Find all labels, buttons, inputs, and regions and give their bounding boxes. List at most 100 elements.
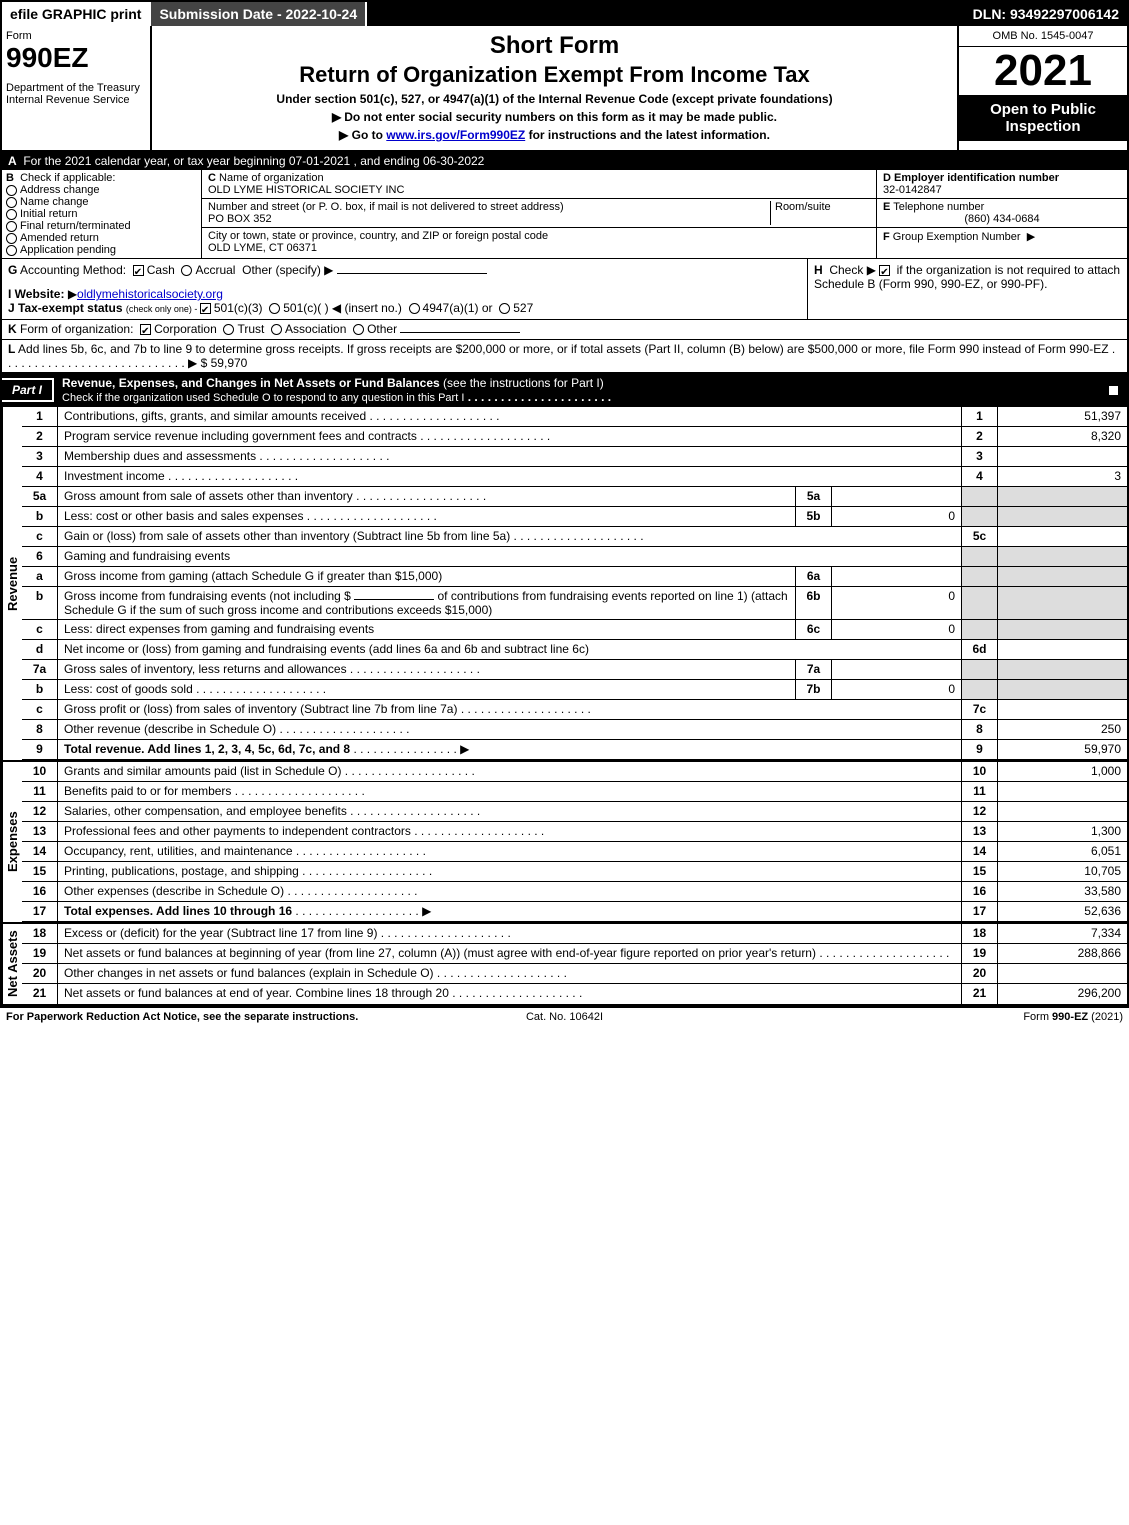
part-1-title-text: Revenue, Expenses, and Changes in Net As… (62, 376, 440, 390)
e-label: Telephone number (893, 201, 984, 213)
line-9-desc: Total revenue. Add lines 1, 2, 3, 4, 5c,… (58, 740, 961, 759)
phone-value: (860) 434-0684 (883, 213, 1121, 225)
k-label: Form of organization: (20, 322, 133, 336)
line-8-ref: 8 (961, 720, 997, 739)
line-17-val: 52,636 (997, 902, 1127, 921)
line-6a-desc: Gross income from gaming (attach Schedul… (58, 567, 795, 586)
line-13-ref: 13 (961, 822, 997, 841)
irs-link[interactable]: www.irs.gov/Form990EZ (386, 128, 525, 142)
line-13-val: 1,300 (997, 822, 1127, 841)
opt-accrual: Accrual (195, 263, 235, 277)
cbx-527[interactable] (499, 303, 510, 314)
opt-address-change: Address change (20, 184, 100, 196)
line-18-ref: 18 (961, 924, 997, 943)
line-2-val: 8,320 (997, 427, 1127, 446)
cbx-501c3[interactable] (200, 303, 211, 314)
line-6-desc: Gaming and fundraising events (58, 547, 961, 566)
gh-left: G Accounting Method: Cash Accrual Other … (2, 259, 807, 319)
f-label: Group Exemption Number (893, 231, 1021, 243)
line-8-val: 250 (997, 720, 1127, 739)
line-17-text: Total expenses. Add lines 10 through 16 (64, 904, 292, 918)
line-20-ref: 20 (961, 964, 997, 983)
line-17-ref: 17 (961, 902, 997, 921)
cbx-final-return[interactable] (6, 221, 17, 232)
cbx-accrual[interactable] (181, 265, 192, 276)
subtitle-3: Go to www.irs.gov/Form990EZ for instruct… (156, 128, 953, 142)
line-6c-ref: 6c (795, 620, 831, 639)
website-link[interactable]: oldlymehistoricalsociety.org (77, 287, 223, 301)
i-label: Website: (15, 287, 65, 301)
cbx-association[interactable] (271, 324, 282, 335)
line-21-ref: 21 (961, 984, 997, 1004)
cbx-name-change[interactable] (6, 197, 17, 208)
opt-name-change: Name change (20, 196, 89, 208)
line-12-desc: Salaries, other compensation, and employ… (58, 802, 961, 821)
section-c: C Name of organizationOLD LYME HISTORICA… (202, 170, 877, 258)
opt-corporation: Corporation (154, 322, 217, 336)
revenue-section: Revenue 1Contributions, gifts, grants, a… (2, 407, 1127, 760)
arrow-icon (324, 263, 333, 277)
line-11-desc: Benefits paid to or for members (58, 782, 961, 801)
org-city: OLD LYME, CT 06371 (208, 242, 317, 254)
footer-left: For Paperwork Reduction Act Notice, see … (6, 1011, 378, 1023)
cbx-amended-return[interactable] (6, 233, 17, 244)
opt-amended-return: Amended return (20, 232, 99, 244)
cbx-initial-return[interactable] (6, 209, 17, 220)
sub3-post: for instructions and the latest informat… (529, 128, 770, 142)
arrow-icon (867, 263, 876, 277)
cbx-4947[interactable] (409, 303, 420, 314)
line-7b-val: 0 (831, 680, 961, 699)
cbx-application-pending[interactable] (6, 245, 17, 256)
line-5c-ref: 5c (961, 527, 997, 546)
line-20-val (997, 964, 1127, 983)
line-18-desc: Excess or (deficit) for the year (Subtra… (58, 924, 961, 943)
line-1-val: 51,397 (997, 407, 1127, 426)
section-def: D Employer identification number32-01428… (877, 170, 1127, 258)
line-7b-ref: 7b (795, 680, 831, 699)
line-7a-val (831, 660, 961, 679)
room-label: Room/suite (770, 201, 870, 225)
line-15-val: 10,705 (997, 862, 1127, 881)
opt-527: 527 (513, 301, 533, 315)
arrow-icon (188, 356, 197, 370)
part-1-tag: Part I (2, 378, 54, 402)
block-bcdef: B Check if applicable: Address change Na… (2, 170, 1127, 258)
opt-501c: 501(c)( ) (283, 301, 328, 315)
cbx-trust[interactable] (223, 324, 234, 335)
cbx-other-org[interactable] (353, 324, 364, 335)
line-20-desc: Other changes in net assets or fund bala… (58, 964, 961, 983)
line-1-ref: 1 (961, 407, 997, 426)
line-19-desc: Net assets or fund balances at beginning… (58, 944, 961, 963)
opt-501c3: 501(c)(3) (214, 301, 263, 315)
addr-label: Number and street (or P. O. box, if mail… (208, 201, 564, 213)
line-k: K Form of organization: Corporation Trus… (2, 320, 1127, 340)
line-6d-val (997, 640, 1127, 659)
part-1-header: Part I Revenue, Expenses, and Changes in… (2, 373, 1127, 407)
j-sub: (check only one) - (126, 304, 200, 314)
efile-label[interactable]: efile GRAPHIC print (2, 2, 151, 26)
title-return: Return of Organization Exempt From Incom… (156, 62, 953, 88)
cbx-address-change[interactable] (6, 185, 17, 196)
line-17-desc: Total expenses. Add lines 10 through 16 … (58, 902, 961, 921)
line-5a-ref: 5a (795, 487, 831, 506)
opt-final-return: Final return/terminated (20, 220, 131, 232)
cbx-501c[interactable] (269, 303, 280, 314)
line-16-desc: Other expenses (describe in Schedule O) (58, 882, 961, 901)
cbx-part1-o[interactable] (1108, 385, 1119, 396)
line-11-ref: 11 (961, 782, 997, 801)
cbx-cash[interactable] (133, 265, 144, 276)
city-label: City or town, state or province, country… (208, 230, 548, 242)
subtitle-2: Do not enter social security numbers on … (156, 110, 953, 124)
part-1-check: Check if the organization used Schedule … (62, 392, 464, 404)
line-12-ref: 12 (961, 802, 997, 821)
cbx-corporation[interactable] (140, 324, 151, 335)
line-6d-ref: 6d (961, 640, 997, 659)
omb-number: OMB No. 1545-0047 (959, 26, 1127, 47)
header-left: Form 990EZ Department of the Treasury In… (2, 26, 152, 150)
g-label: Accounting Method: (20, 263, 126, 277)
opt-4947: 4947(a)(1) or (423, 301, 493, 315)
b-label: Check if applicable: (20, 172, 115, 184)
cbx-h[interactable] (879, 265, 890, 276)
revenue-side-label: Revenue (2, 407, 22, 760)
dept-label: Department of the Treasury Internal Reve… (6, 82, 146, 106)
